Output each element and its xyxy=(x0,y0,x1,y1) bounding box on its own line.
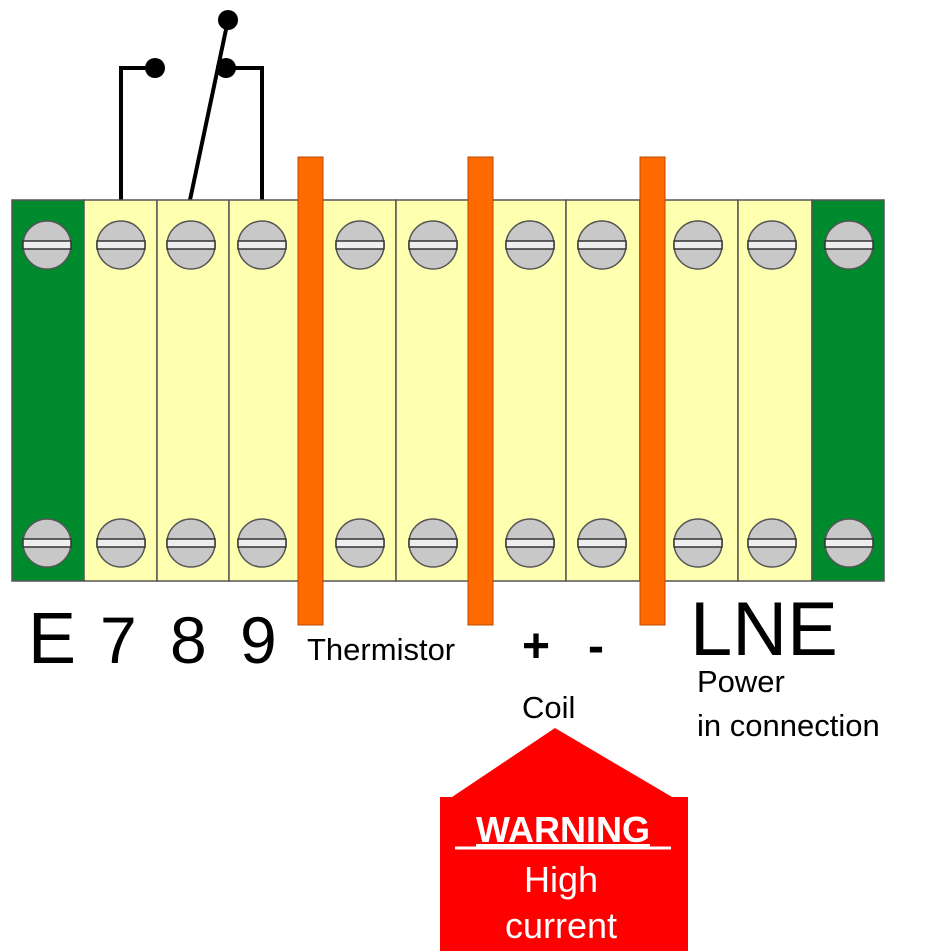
screw-slot xyxy=(408,538,458,548)
labels: E 7 8 9 Thermistor + - Coil LNE Power in… xyxy=(28,587,880,743)
screw-slot xyxy=(747,538,797,548)
warning-text: High xyxy=(524,859,598,900)
terminal-block xyxy=(11,156,885,626)
screw-slot xyxy=(237,240,287,250)
screw-slot xyxy=(824,240,874,250)
screw-slot xyxy=(166,240,216,250)
screw-slot xyxy=(673,538,723,548)
screw-slot xyxy=(22,538,72,548)
terminal-label: E xyxy=(28,599,76,679)
screw-slot xyxy=(577,240,627,250)
coil-label: Coil xyxy=(522,690,575,725)
screw-slot xyxy=(505,240,555,250)
screw-slot xyxy=(824,538,874,548)
thermistor-label: Thermistor xyxy=(307,632,455,667)
screw-slot xyxy=(505,538,555,548)
coil-minus: - xyxy=(588,620,604,673)
power-text: in connection xyxy=(697,708,880,743)
screw-slot xyxy=(335,240,385,250)
screw-slot xyxy=(96,240,146,250)
screw-slot xyxy=(22,240,72,250)
switch-contact xyxy=(218,10,238,30)
switch-wiring xyxy=(119,19,264,201)
screw-slot xyxy=(237,538,287,548)
separator xyxy=(297,156,324,626)
screw-slot xyxy=(408,240,458,250)
screw-slot xyxy=(747,240,797,250)
screw-slot xyxy=(335,538,385,548)
terminal-label: 8 xyxy=(170,603,207,677)
warning-text: current xyxy=(505,905,617,946)
screw-slot xyxy=(577,538,627,548)
power-text: Power xyxy=(697,664,785,699)
screw-slot xyxy=(96,538,146,548)
power-terminals: LNE xyxy=(690,587,838,672)
terminal-label: 7 xyxy=(100,603,137,677)
screw-slot xyxy=(166,538,216,548)
coil-plus: + xyxy=(522,620,550,673)
switch-contact xyxy=(145,58,165,78)
terminal-label: 9 xyxy=(240,603,277,677)
warning-title: WARNING xyxy=(476,809,650,850)
switch-contact xyxy=(216,58,236,78)
screw-slot xyxy=(673,240,723,250)
warning-shape xyxy=(440,728,688,951)
separator xyxy=(467,156,494,626)
warning-sign: WARNING High current xyxy=(440,728,688,951)
separator xyxy=(639,156,666,626)
